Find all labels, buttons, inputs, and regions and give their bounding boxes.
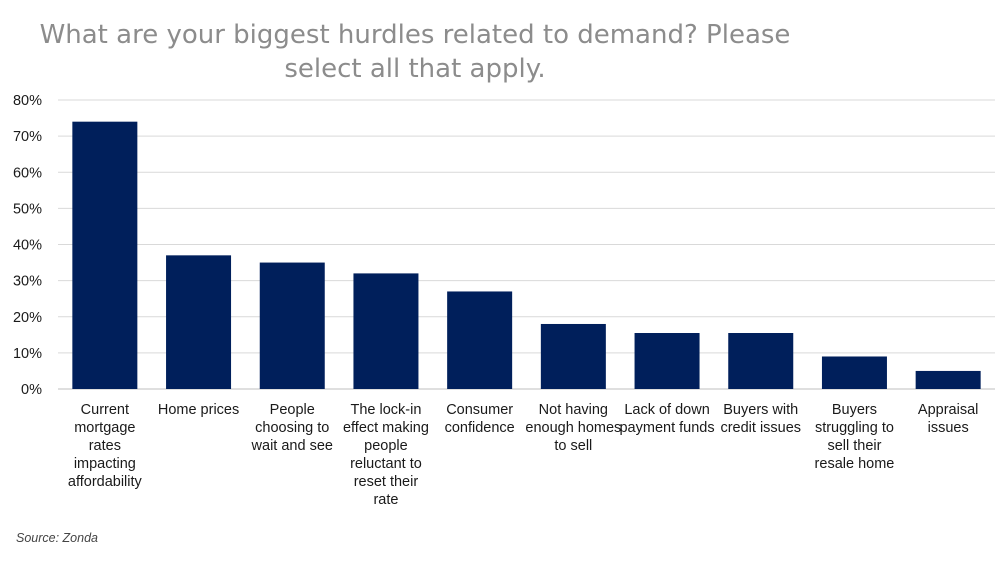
bar xyxy=(166,255,232,389)
bar xyxy=(72,121,138,390)
y-tick-label: 30% xyxy=(13,274,42,290)
x-category-label: Buyers with credit issues xyxy=(720,402,801,436)
x-category-label: Lack of down payment funds xyxy=(619,402,714,436)
y-tick-label: 50% xyxy=(13,201,42,217)
bar xyxy=(259,262,325,389)
x-category-label: Consumer confidence xyxy=(445,402,515,436)
y-tick-label: 0% xyxy=(21,382,42,398)
gridlines xyxy=(58,99,995,390)
bars xyxy=(72,121,981,390)
bar xyxy=(728,333,794,389)
x-axis-labels: Current mortgage rates impacting affordabili… xyxy=(68,402,978,508)
x-category-label: Current mortgage rates impacting affordabili… xyxy=(68,402,143,490)
y-tick-label: 80% xyxy=(13,93,42,109)
y-tick-label: 40% xyxy=(13,238,42,254)
chart-title: What are your biggest hurdles related to… xyxy=(39,20,791,84)
x-category-label: Not having enough homes to sell xyxy=(525,402,621,454)
y-tick-label: 70% xyxy=(13,129,42,145)
x-category-label: Buyers struggling to sell their resale home xyxy=(815,402,895,472)
x-category-label: Appraisal issues xyxy=(918,402,978,436)
bar xyxy=(915,370,981,389)
bar xyxy=(821,356,887,389)
source-note: Source: Zonda xyxy=(16,531,98,545)
y-tick-label: 60% xyxy=(13,165,42,181)
x-category-label: Home prices xyxy=(158,402,239,418)
bar xyxy=(540,323,606,389)
bar xyxy=(634,333,700,389)
y-tick-label: 20% xyxy=(13,310,42,326)
bar xyxy=(447,291,513,389)
y-axis-ticks: 0% 10% 20% 30% 40% 50% 60% 70% 80% xyxy=(13,93,42,398)
y-tick-label: 10% xyxy=(13,346,42,362)
x-category-label: The lock-in effect making people reluctant … xyxy=(343,402,429,508)
x-category-label: People choosing to wait and see xyxy=(251,402,333,454)
bar xyxy=(353,273,419,389)
